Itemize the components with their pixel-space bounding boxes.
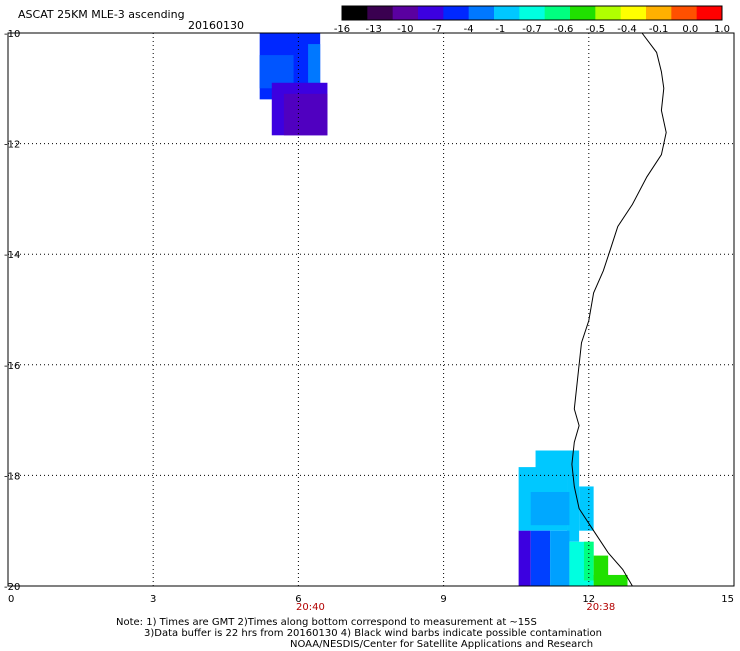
- map-title: ASCAT 25KM MLE-3 ascending: [18, 8, 185, 21]
- y-tick-label: -10: [4, 29, 20, 40]
- colorbar-segment: [418, 6, 444, 20]
- y-tick-label: -16: [4, 361, 20, 372]
- y-tick-label: -12: [4, 140, 20, 151]
- plot-frame: [7, 32, 735, 587]
- note-line-2: 3)Data buffer is 22 hrs from 20160130 4)…: [144, 628, 602, 639]
- colorbar-segment: [342, 6, 368, 20]
- swath-cell: [283, 93, 328, 136]
- coastline: [571, 32, 667, 587]
- x-tick-label: 15: [721, 594, 734, 605]
- note-line-3: NOAA/NESDIS/Center for Satellite Applica…: [290, 639, 594, 650]
- y-axis-labels: -10 -12 -14 -16 -18 -20: [4, 29, 20, 593]
- colorbar-label: -16: [334, 24, 350, 35]
- x-tick-label: 12: [582, 594, 595, 605]
- colorbar: -16 -13 -10 -7 -4 -1 -0.7 -0.6 -0.5 -0.4 -0.1 0.0 1.…: [334, 5, 730, 35]
- colorbar-segment: [519, 6, 546, 20]
- x-tick-label: 3: [150, 594, 156, 605]
- swath-cell: [518, 530, 531, 586]
- swath-cell: [530, 491, 570, 526]
- colorbar-segment: [544, 6, 571, 20]
- colorbar-label: -13: [365, 24, 381, 35]
- swath-cell: [550, 530, 570, 586]
- swath-cell: [593, 574, 628, 586]
- colorbar-label: -10: [397, 24, 413, 35]
- swath-cells: [259, 33, 628, 586]
- colorbar-label: -4: [464, 24, 474, 35]
- colorbar-label: -0.4: [617, 24, 637, 35]
- colorbar-segment: [443, 6, 470, 20]
- y-tick-label: -18: [4, 471, 20, 482]
- x-tick-label: 0: [8, 594, 14, 605]
- colorbar-segment: [570, 6, 596, 20]
- colorbar-label: -7: [432, 24, 442, 35]
- colorbar-segment: [468, 6, 495, 20]
- colorbar-label: 1.0: [714, 24, 730, 35]
- x-axis-labels: 0 3 6 9 12 15 20:40 20:38: [8, 594, 734, 613]
- map-date: 20160130: [188, 19, 244, 32]
- colorbar-frame: [341, 5, 723, 21]
- swath-cell: [579, 486, 594, 531]
- x-tick-label: 6: [295, 594, 301, 605]
- y-tick-label: -14: [4, 250, 20, 261]
- swath-cell: [593, 555, 609, 581]
- colorbar-segment: [392, 6, 419, 20]
- colorbar-segment: [696, 6, 723, 20]
- colorbar-label: -0.5: [586, 24, 606, 35]
- colorbar-label: 0.0: [682, 24, 698, 35]
- colorbar-segment: [595, 6, 622, 20]
- x-time-label: 20:38: [586, 602, 615, 613]
- swath-cell: [530, 530, 551, 586]
- x-tick-label: 9: [440, 594, 446, 605]
- colorbar-segment: [494, 6, 520, 20]
- y-tick-label: -20: [4, 582, 20, 593]
- colorbar-segment: [646, 6, 672, 20]
- swath-cell: [567, 450, 580, 542]
- colorbar-segment: [620, 6, 647, 20]
- colorbar-segment: [671, 6, 698, 20]
- colorbar-label: -0.1: [649, 24, 669, 35]
- colorbar-label: -0.6: [554, 24, 574, 35]
- colorbar-segment: [367, 6, 394, 20]
- colorbar-label: -1: [495, 24, 505, 35]
- note-line-1: Note: 1) Times are GMT 2)Times along bot…: [116, 617, 537, 628]
- x-time-label: 20:40: [296, 602, 325, 613]
- colorbar-label: -0.7: [522, 24, 542, 35]
- grid-lines: [8, 33, 734, 586]
